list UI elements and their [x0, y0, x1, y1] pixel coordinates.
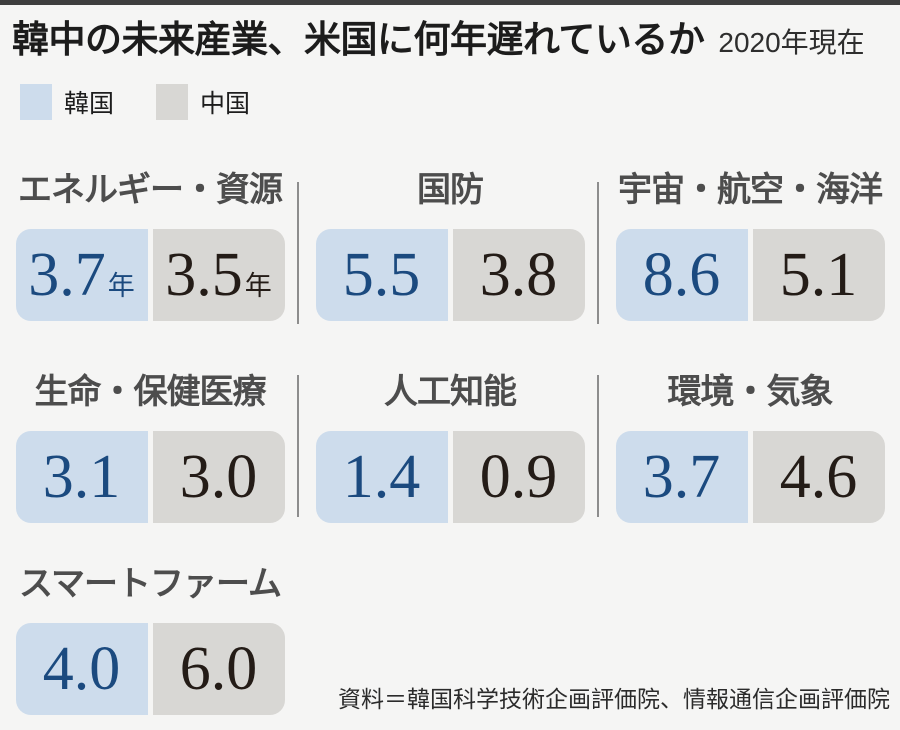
- china-value-box: 0.9: [452, 431, 585, 523]
- cell-life-healthcare: 生命・保健医療 3.1 3.0: [0, 370, 300, 523]
- korea-value: 5.5: [342, 241, 421, 309]
- unit-label: 年: [107, 271, 135, 301]
- china-value: 3.8: [479, 241, 558, 309]
- category-label: 人工知能: [384, 373, 517, 411]
- legend-label-korea: 韓国: [64, 90, 115, 118]
- cell-environment-weather: 環境・気象 3.7 4.6: [600, 370, 900, 523]
- china-value: 3.0: [179, 443, 258, 511]
- category-label: 国防: [417, 171, 484, 209]
- china-value-box: 3.0: [152, 431, 285, 523]
- value-pair: 4.0 6.0: [0, 623, 300, 715]
- column-divider: [297, 182, 299, 324]
- korea-value-box: 5.5: [315, 229, 448, 321]
- as-of-date: 2020年現在: [718, 27, 865, 58]
- column-divider: [597, 375, 599, 517]
- category-label: エネルギー・資源: [18, 171, 283, 209]
- cell-space-aviation-ocean: 宇宙・航空・海洋 8.6 5.1: [600, 168, 900, 321]
- korea-swatch-icon: [20, 84, 52, 120]
- legend-label-china: 中国: [200, 90, 251, 118]
- category-label: 宇宙・航空・海洋: [618, 171, 883, 209]
- value-pair: 5.5 3.8: [300, 229, 600, 321]
- korea-value-box: 3.1: [15, 431, 148, 523]
- column-divider: [297, 375, 299, 517]
- china-value: 0.9: [479, 443, 558, 511]
- cell-defense: 国防 5.5 3.8: [300, 168, 600, 321]
- korea-value-box: 3.7 年: [15, 229, 148, 321]
- korea-value-box: 8.6: [615, 229, 748, 321]
- header: 韓中の未来産業、米国に何年遅れているか 2020年現在: [12, 16, 865, 64]
- korea-value: 1.4: [342, 443, 421, 511]
- china-value-box: 4.6: [752, 431, 885, 523]
- korea-value-box: 4.0: [15, 623, 148, 715]
- value-pair: 8.6 5.1: [600, 229, 900, 321]
- value-pair: 3.7 4.6: [600, 431, 900, 523]
- china-value-box: 5.1: [752, 229, 885, 321]
- page-title: 韓中の未来産業、米国に何年遅れているか: [12, 19, 705, 60]
- china-value-box: 3.5 年: [152, 229, 285, 321]
- china-value: 4.6: [779, 443, 858, 511]
- category-label: 生命・保健医療: [34, 373, 267, 411]
- cell-energy-resources: エネルギー・資源 3.7 年 3.5 年: [0, 168, 300, 321]
- legend-item-korea: 韓国: [20, 84, 114, 120]
- china-value: 5.1: [779, 241, 858, 309]
- cell-smart-farm: スマートファーム 4.0 6.0: [0, 562, 300, 715]
- legend: 韓国 中国: [20, 84, 250, 120]
- category-label: 環境・気象: [667, 373, 834, 411]
- korea-value-box: 3.7: [615, 431, 748, 523]
- china-value-box: 6.0: [152, 623, 285, 715]
- unit-label: 年: [244, 271, 272, 301]
- korea-value: 4.0: [42, 635, 121, 703]
- korea-value: 3.7: [642, 443, 721, 511]
- cell-artificial-intelligence: 人工知能 1.4 0.9: [300, 370, 600, 523]
- korea-value: 3.7: [28, 241, 106, 309]
- value-pair: 1.4 0.9: [300, 431, 600, 523]
- value-pair: 3.1 3.0: [0, 431, 300, 523]
- china-value: 3.5: [165, 241, 243, 309]
- korea-value: 8.6: [642, 241, 721, 309]
- category-label: スマートファーム: [19, 565, 282, 603]
- china-value: 6.0: [179, 635, 258, 703]
- source-credit: 資料＝韓国科学技術企画評価院、情報通信企画評価院: [338, 686, 890, 712]
- legend-item-china: 中国: [156, 84, 250, 120]
- value-pair: 3.7 年 3.5 年: [0, 229, 300, 321]
- korea-value: 3.1: [42, 443, 121, 511]
- column-divider: [597, 182, 599, 324]
- china-value-box: 3.8: [452, 229, 585, 321]
- top-accent-bar: [0, 0, 900, 5]
- korea-value-box: 1.4: [315, 431, 448, 523]
- china-swatch-icon: [156, 84, 189, 120]
